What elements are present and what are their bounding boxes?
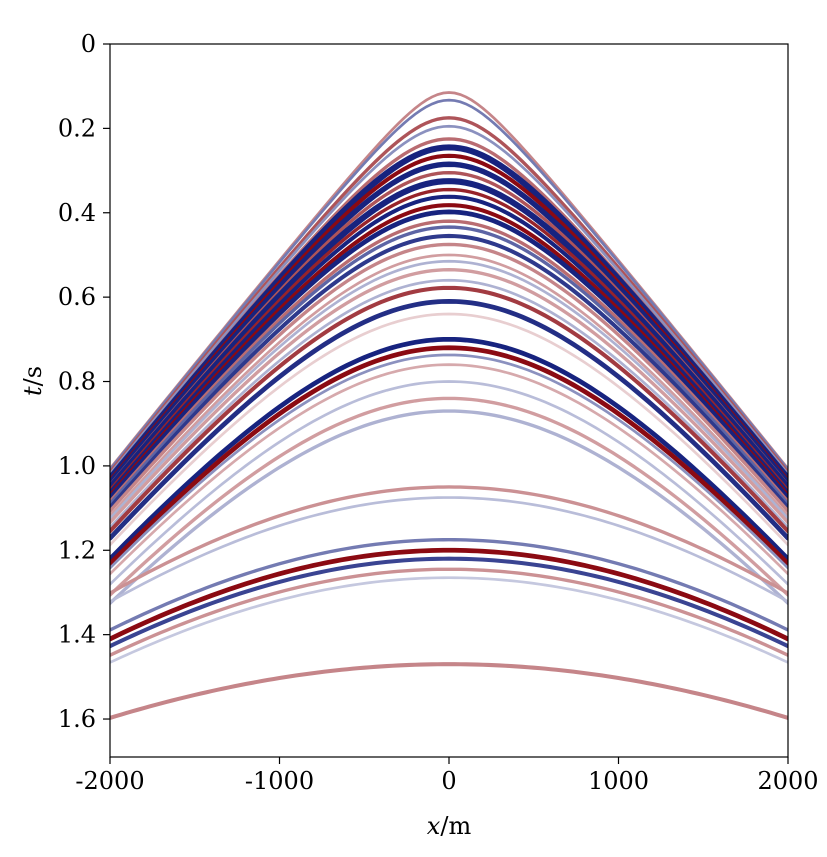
y-axis-label: t/s	[19, 366, 47, 396]
x-axis-variable: x	[427, 812, 441, 840]
reflection-event-22	[110, 285, 788, 534]
y-tick-label: 0	[81, 30, 96, 58]
reflection-event-34	[110, 538, 788, 632]
y-tick-label: 1.2	[58, 536, 96, 564]
reflection-event-25	[110, 336, 788, 562]
reflection-event-21	[110, 278, 788, 529]
reflection-event-16	[110, 233, 788, 510]
reflection-event-24	[110, 312, 788, 547]
reflection-event-13	[110, 209, 788, 501]
reflection-event-3	[110, 124, 788, 476]
x-tick-label: 1000	[588, 767, 649, 795]
reflection-event-29	[110, 380, 788, 586]
reflection-event-11	[110, 194, 788, 495]
reflection-event-18	[110, 253, 788, 518]
reflection-event-1	[110, 98, 788, 471]
x-tick-label: -1000	[245, 767, 314, 795]
y-axis-unit: s	[19, 366, 47, 378]
reflection-event-28	[110, 363, 788, 576]
y-tick-label: 1.0	[58, 452, 96, 480]
reflection-event-35	[110, 547, 788, 642]
x-axis-label: x/m	[427, 812, 472, 840]
y-axis: 0 0.2 0.4 0.6 0.8 1.0 1.2 1.4 1.6	[58, 30, 110, 733]
y-tick-label: 0.2	[58, 114, 96, 142]
reflection-event-23	[110, 298, 788, 541]
x-tick-label: 0	[441, 767, 456, 795]
reflection-event-10	[110, 187, 788, 492]
y-tick-label: 0.4	[58, 199, 96, 227]
reflection-event-26	[110, 345, 788, 567]
x-axis-slash: /	[440, 812, 449, 840]
reflection-event-32	[110, 485, 788, 595]
y-tick-label: 0.6	[58, 283, 96, 311]
reflection-event-17	[110, 242, 788, 513]
y-tick-label: 1.6	[58, 705, 96, 733]
reflection-event-9	[110, 178, 788, 491]
x-tick-label: -2000	[75, 767, 144, 795]
y-tick-label: 1.4	[58, 621, 96, 649]
reflection-event-31	[110, 409, 788, 605]
reflection-event-19	[110, 259, 788, 520]
x-tick-label: 2000	[757, 767, 818, 795]
x-axis-unit: m	[448, 812, 471, 840]
reflection-event-2	[110, 116, 788, 474]
reflection-event-14	[110, 219, 788, 504]
reflection-event-30	[110, 396, 788, 597]
y-axis-slash: /	[19, 377, 47, 386]
reflection-event-37	[110, 567, 788, 657]
reflection-event-20	[110, 268, 788, 525]
reflection-event-36	[110, 556, 788, 649]
y-tick-label: 0.8	[58, 368, 96, 396]
reflection-event-38	[110, 576, 788, 664]
reflection-events	[110, 91, 788, 720]
y-axis-variable: t	[19, 386, 47, 396]
reflection-event-27	[110, 353, 788, 570]
reflection-event-39	[110, 662, 788, 720]
reflection-event-15	[110, 225, 788, 506]
x-axis: -2000 -1000 0 1000 2000	[75, 757, 819, 795]
reflection-event-33	[110, 496, 788, 604]
reflection-event-7	[110, 161, 788, 486]
